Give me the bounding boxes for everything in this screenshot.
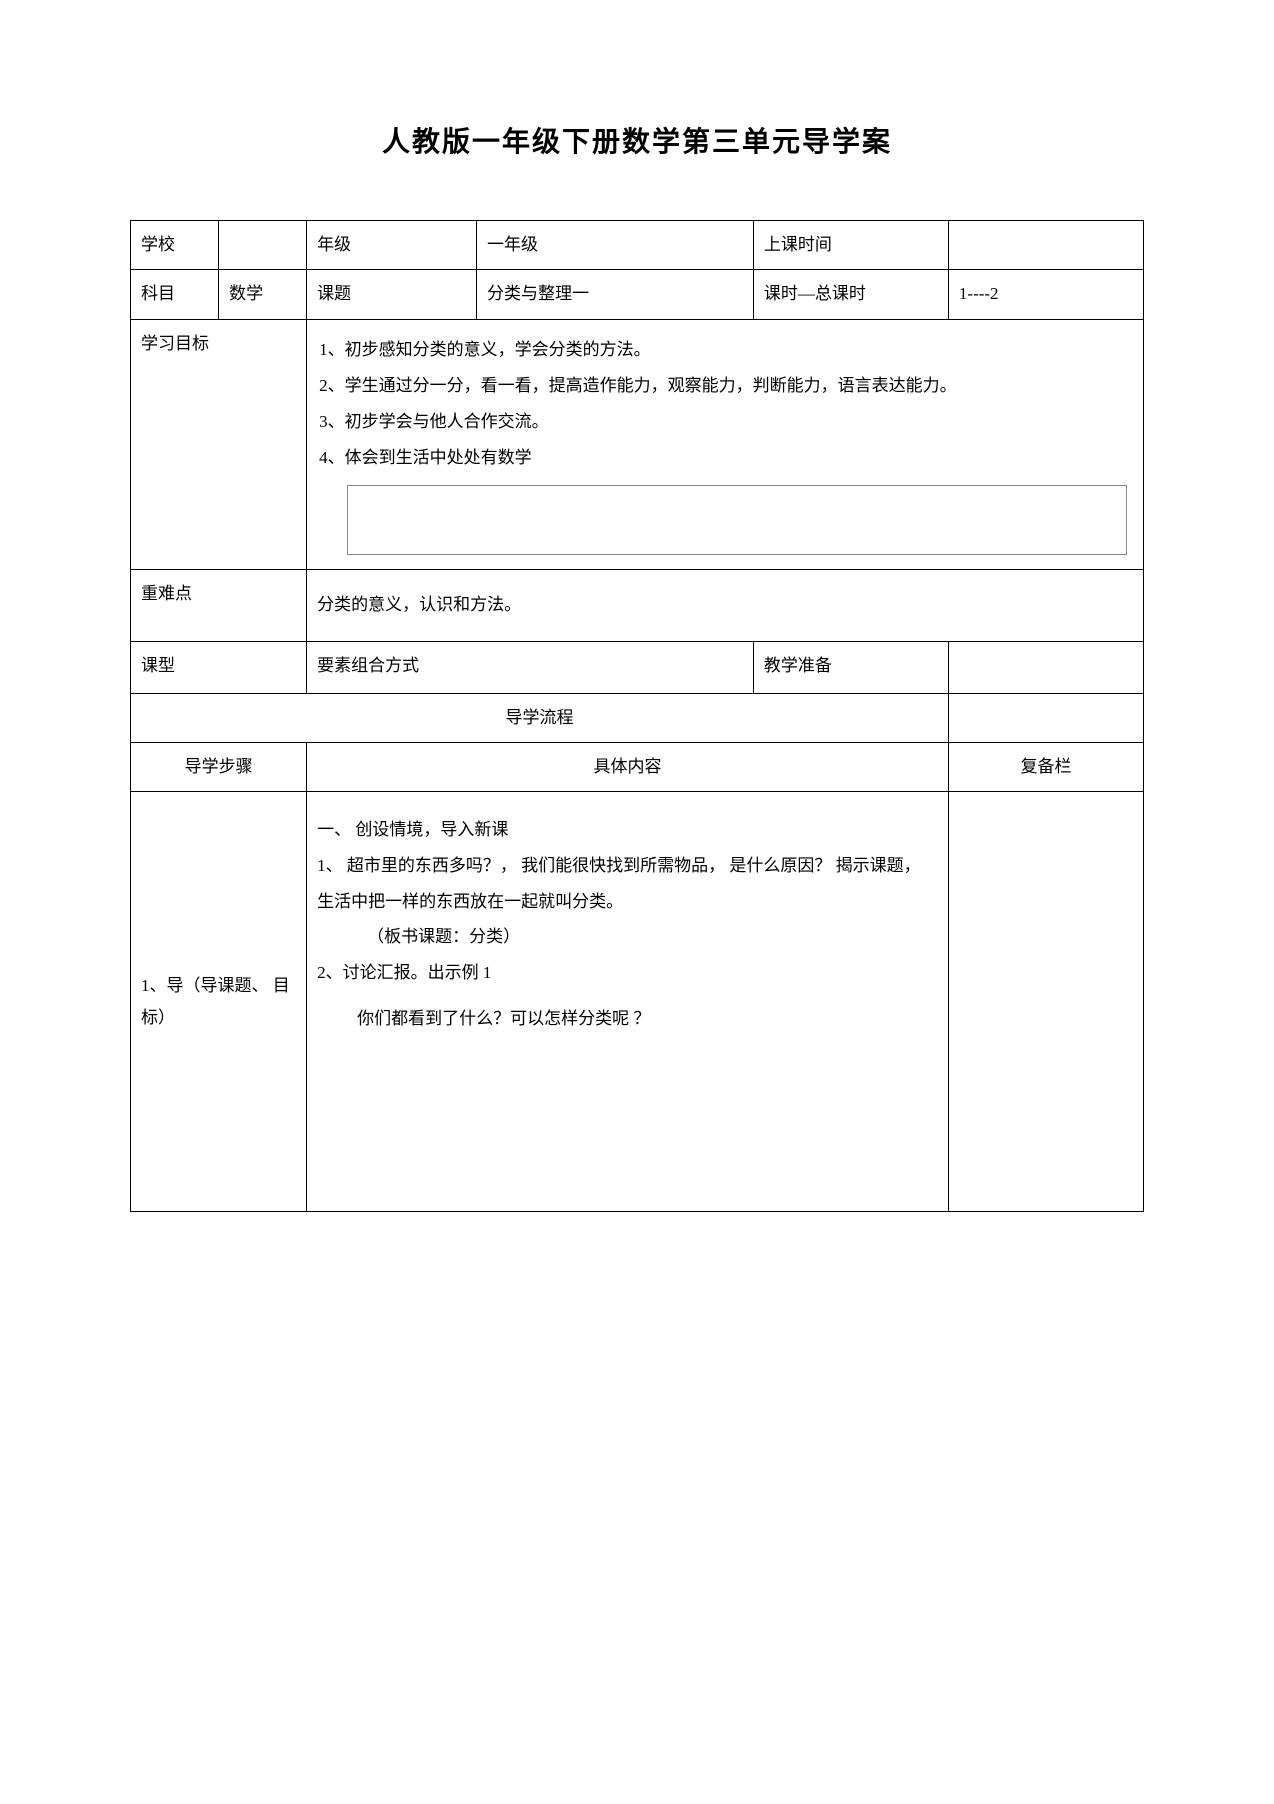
table-row: 学校 年级 一年级 上课时间 — [131, 221, 1144, 270]
page-title: 人教版一年级下册数学第三单元导学案 — [130, 120, 1144, 160]
keypoints-label: 重难点 — [131, 569, 307, 641]
prep-label: 教学准备 — [753, 641, 948, 693]
section-line: 2、讨论汇报。出示例 1 — [317, 955, 938, 991]
objective-item: 4、体会到生活中处处有数学 — [319, 442, 1131, 474]
section-heading: 一、 创设情境，导入新课 — [317, 812, 938, 848]
table-row: 课型 要素组合方式 教学准备 — [131, 641, 1144, 693]
period-value: 1----2 — [948, 270, 1143, 319]
keypoints-value: 分类的意义，认识和方法。 — [307, 569, 1144, 641]
section-question: 你们都看到了什么？可以怎样分类呢 ？ — [317, 1001, 938, 1037]
objectives-label: 学习目标 — [131, 319, 307, 569]
grade-label: 年级 — [307, 221, 477, 270]
flow-header: 导学流程 — [131, 693, 949, 742]
empty-writing-box — [347, 485, 1127, 555]
table-row: 重难点 分类的意义，认识和方法。 — [131, 569, 1144, 641]
table-row: 导学步骤 具体内容 复备栏 — [131, 743, 1144, 792]
school-value — [219, 221, 307, 270]
objectives-content: 1、初步感知分类的意义，学会分类的方法。 2、学生通过分一分，看一看，提高造作能… — [307, 319, 1144, 569]
subject-label: 科目 — [131, 270, 219, 319]
subject-value: 数学 — [219, 270, 307, 319]
table-row: 1、导（导课题、 目标） 一、 创设情境，导入新课 1、 超市里的东西多吗？， … — [131, 792, 1144, 1212]
step1-content: 一、 创设情境，导入新课 1、 超市里的东西多吗？， 我们能很快找到所需物品， … — [307, 792, 949, 1212]
time-label: 上课时间 — [753, 221, 948, 270]
table-row: 科目 数学 课题 分类与整理一 课时—总课时 1----2 — [131, 270, 1144, 319]
section-line: 1、 超市里的东西多吗？， 我们能很快找到所需物品， 是什么原因？ 揭示课题， … — [317, 848, 938, 919]
notes-cell — [948, 792, 1143, 1212]
topic-label: 课题 — [307, 270, 477, 319]
board-note: （板书课题：分类） — [317, 919, 938, 955]
table-row: 学习目标 1、初步感知分类的意义，学会分类的方法。 2、学生通过分一分，看一看，… — [131, 319, 1144, 569]
school-label: 学校 — [131, 221, 219, 270]
topic-value: 分类与整理一 — [477, 270, 754, 319]
prep-value — [948, 641, 1143, 693]
content-label: 具体内容 — [307, 743, 949, 792]
objective-item: 2、学生通过分一分，看一看，提高造作能力，观察能力，判断能力，语言表达能力。 — [319, 370, 1131, 402]
table-row: 导学流程 — [131, 693, 1144, 742]
method-label: 要素组合方式 — [307, 641, 754, 693]
steps-label: 导学步骤 — [131, 743, 307, 792]
spacer — [317, 991, 938, 1001]
notes-label: 复备栏 — [948, 743, 1143, 792]
objective-item: 3、初步学会与他人合作交流。 — [319, 406, 1131, 438]
time-value — [948, 221, 1143, 270]
grade-value: 一年级 — [477, 221, 754, 270]
period-label: 课时—总课时 — [753, 270, 948, 319]
step1-label: 1、导（导课题、 目标） — [131, 792, 307, 1212]
lessontype-label: 课型 — [131, 641, 307, 693]
objective-item: 1、初步感知分类的意义，学会分类的方法。 — [319, 334, 1131, 366]
flow-header-blank — [948, 693, 1143, 742]
lesson-plan-table: 学校 年级 一年级 上课时间 科目 数学 课题 分类与整理一 课时—总课时 1-… — [130, 220, 1144, 1212]
